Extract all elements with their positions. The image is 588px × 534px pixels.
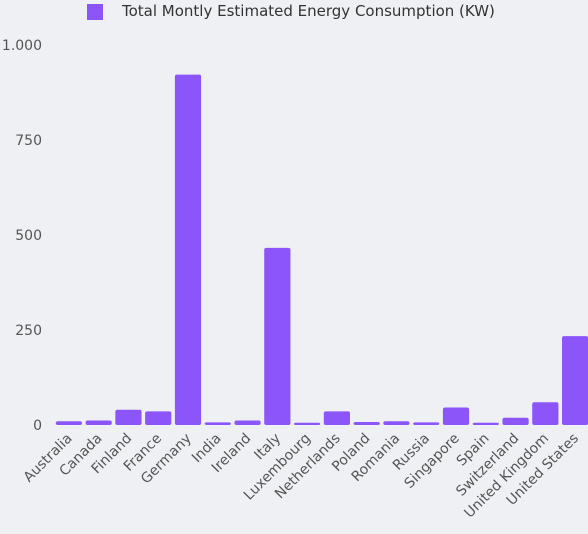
bar-luxembourg	[294, 422, 321, 425]
bar-singapore	[442, 407, 470, 425]
bar-australia	[55, 421, 82, 425]
bar-india	[204, 422, 231, 425]
y-tick-label: 1.000	[2, 38, 42, 54]
bar-france	[145, 411, 172, 425]
bar-italy	[264, 247, 291, 425]
bars	[55, 74, 588, 425]
y-axis: 0 250 500 750 1.000	[2, 38, 42, 434]
legend-swatch	[87, 4, 103, 20]
bar-russia	[413, 422, 440, 425]
legend: Total Montly Estimated Energy Consumptio…	[87, 2, 495, 20]
bar-finland	[115, 409, 142, 425]
bar-switzerland	[502, 417, 529, 425]
y-tick-label: 0	[33, 418, 42, 434]
bar-united-kingdom	[532, 402, 559, 425]
y-tick-label: 250	[15, 323, 42, 339]
x-axis: AustraliaCanadaFinlandFranceGermanyIndia…	[21, 431, 582, 522]
bar-poland	[353, 421, 380, 425]
y-tick-label: 750	[15, 133, 42, 149]
bar-germany	[174, 74, 202, 425]
bar-united-states	[562, 336, 588, 425]
y-tick-label: 500	[15, 228, 42, 244]
bar-canada	[85, 420, 112, 425]
bar-spain	[472, 422, 499, 425]
legend-label: Total Montly Estimated Energy Consumptio…	[121, 2, 495, 20]
bar-netherlands	[323, 411, 350, 425]
bar-ireland	[234, 420, 261, 425]
bar-romania	[383, 421, 410, 425]
